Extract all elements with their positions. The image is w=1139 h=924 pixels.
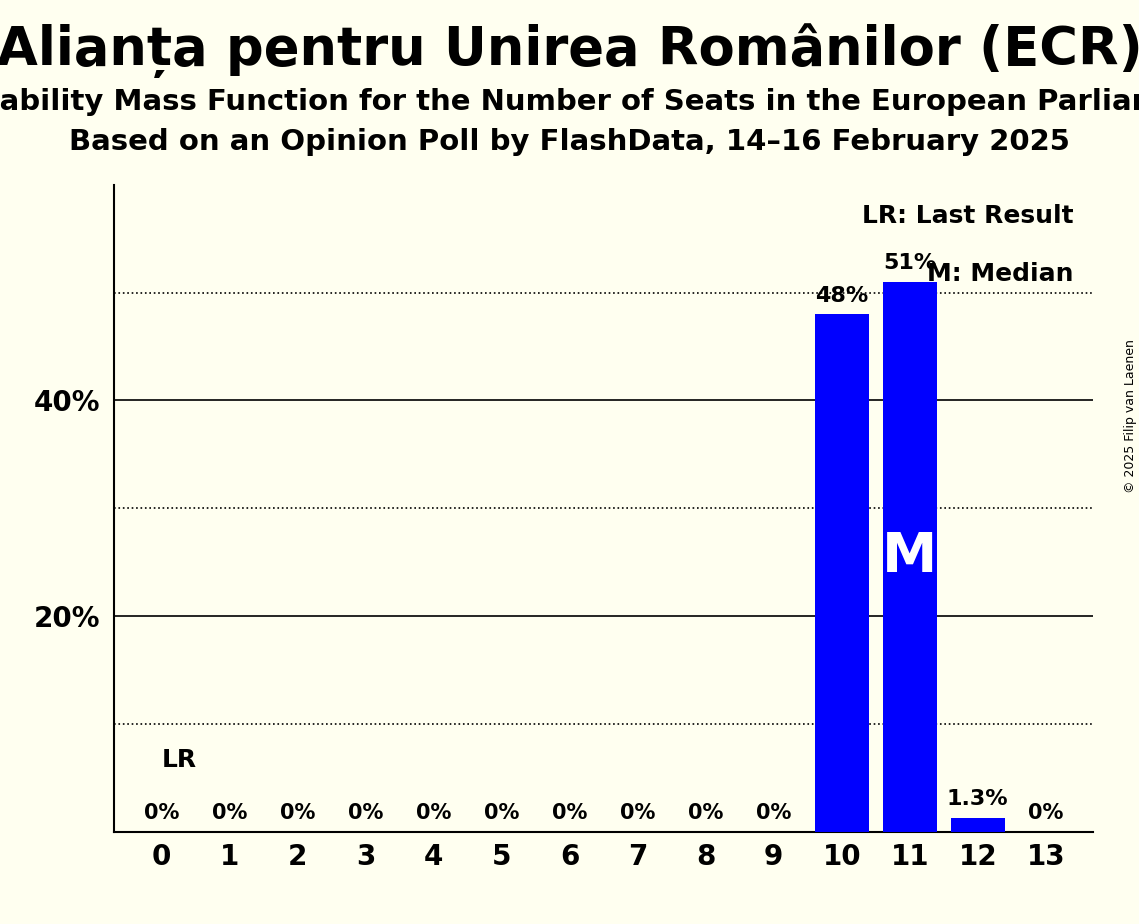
Text: 48%: 48% <box>816 286 868 306</box>
Text: 1.3%: 1.3% <box>947 789 1009 809</box>
Text: LR: LR <box>162 748 197 772</box>
Bar <box>814 314 869 832</box>
Text: 0%: 0% <box>484 803 519 823</box>
Text: 0%: 0% <box>620 803 655 823</box>
Text: © 2025 Filip van Laenen: © 2025 Filip van Laenen <box>1124 339 1137 492</box>
Text: 0%: 0% <box>1029 803 1064 823</box>
Text: 0%: 0% <box>212 803 247 823</box>
Text: 0%: 0% <box>347 803 384 823</box>
Text: LR: Last Result: LR: Last Result <box>862 204 1074 228</box>
Bar <box>951 818 1005 832</box>
Bar <box>883 282 937 832</box>
Text: Probability Mass Function for the Number of Seats in the European Parliament: Probability Mass Function for the Number… <box>0 88 1139 116</box>
Text: 0%: 0% <box>416 803 451 823</box>
Text: 0%: 0% <box>280 803 316 823</box>
Text: 0%: 0% <box>756 803 792 823</box>
Text: M: M <box>882 529 937 584</box>
Text: Alianța pentru Unirea Românilor (ECR): Alianța pentru Unirea Românilor (ECR) <box>0 23 1139 78</box>
Text: M: Median: M: Median <box>927 262 1074 286</box>
Text: Based on an Opinion Poll by FlashData, 14–16 February 2025: Based on an Opinion Poll by FlashData, 1… <box>69 128 1070 155</box>
Text: 0%: 0% <box>688 803 723 823</box>
Text: 0%: 0% <box>552 803 588 823</box>
Text: 0%: 0% <box>144 803 179 823</box>
Text: 51%: 51% <box>883 253 936 274</box>
